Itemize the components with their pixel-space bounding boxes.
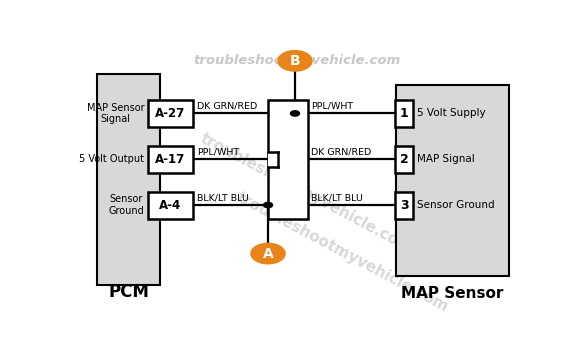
Bar: [148, 100, 193, 127]
Text: 5 Volt Supply: 5 Volt Supply: [417, 108, 485, 118]
Bar: [148, 191, 193, 218]
Text: A: A: [263, 246, 273, 260]
Bar: [268, 100, 309, 218]
Text: MAP Sensor: MAP Sensor: [401, 286, 503, 301]
Text: MAP Signal: MAP Signal: [417, 154, 474, 164]
Text: 2: 2: [400, 153, 408, 166]
Text: DK GRN/RED: DK GRN/RED: [197, 102, 258, 111]
Text: PPL/WHT: PPL/WHT: [197, 148, 240, 156]
Bar: [395, 100, 413, 127]
Text: 1: 1: [400, 107, 408, 120]
Text: A-27: A-27: [155, 107, 186, 120]
Circle shape: [278, 51, 312, 71]
Bar: [395, 146, 413, 173]
Text: 3: 3: [400, 198, 408, 211]
Text: A-4: A-4: [160, 198, 182, 211]
Text: MAP Sensor
Signal: MAP Sensor Signal: [87, 103, 144, 124]
Circle shape: [251, 243, 285, 264]
Bar: [396, 85, 509, 276]
Text: troubleshootmyvehicle.com: troubleshootmyvehicle.com: [234, 190, 451, 315]
Text: troubleshootmyvehicle.com: troubleshootmyvehicle.com: [198, 131, 415, 256]
Text: BLK/LT BLU: BLK/LT BLU: [197, 193, 249, 202]
Text: PPL/WHT: PPL/WHT: [311, 102, 353, 111]
Text: B: B: [289, 54, 300, 68]
Text: BLK/LT BLU: BLK/LT BLU: [311, 193, 362, 202]
Text: Sensor Ground: Sensor Ground: [417, 200, 494, 210]
Bar: [97, 74, 160, 285]
Text: A-17: A-17: [155, 153, 186, 166]
Text: Sensor
Ground: Sensor Ground: [108, 194, 144, 216]
Text: troubleshootmyvehicle.com: troubleshootmyvehicle.com: [194, 54, 401, 67]
Bar: [148, 146, 193, 173]
Bar: [267, 152, 278, 167]
Text: PCM: PCM: [108, 283, 149, 301]
Text: 5 Volt Output: 5 Volt Output: [79, 154, 144, 164]
Circle shape: [291, 111, 299, 116]
Bar: [395, 191, 413, 218]
Text: DK GRN/RED: DK GRN/RED: [311, 148, 371, 156]
Circle shape: [263, 202, 273, 208]
